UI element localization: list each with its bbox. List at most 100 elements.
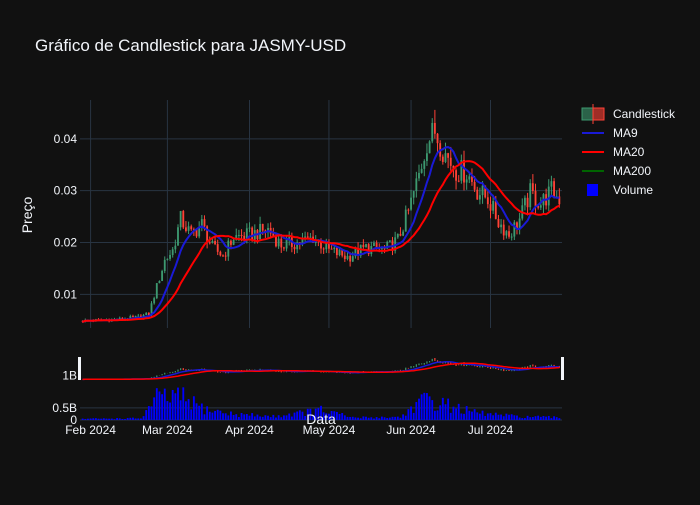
- candle-body[interactable]: [415, 178, 418, 192]
- candle-body[interactable]: [296, 242, 299, 250]
- candle-body[interactable]: [343, 255, 346, 259]
- candle-body[interactable]: [203, 219, 206, 227]
- candle-body[interactable]: [476, 189, 479, 200]
- range-handle-left[interactable]: [78, 357, 81, 380]
- candle-body[interactable]: [275, 236, 277, 247]
- candle-body[interactable]: [145, 312, 148, 316]
- candle-body[interactable]: [489, 204, 492, 211]
- candle-body[interactable]: [282, 247, 285, 249]
- candle-body[interactable]: [235, 235, 238, 240]
- candle-body[interactable]: [251, 227, 254, 240]
- candle-body[interactable]: [494, 201, 497, 219]
- candle-body[interactable]: [155, 283, 158, 299]
- candle-body[interactable]: [537, 206, 540, 208]
- candle-body[interactable]: [526, 197, 529, 208]
- candle-body[interactable]: [280, 238, 283, 248]
- candle-body[interactable]: [179, 210, 182, 228]
- candle-body[interactable]: [473, 181, 476, 190]
- candle-body[interactable]: [484, 185, 487, 198]
- candle-body[interactable]: [351, 256, 354, 262]
- candle-body[interactable]: [508, 231, 510, 237]
- candle-body[interactable]: [547, 186, 550, 206]
- legend-item-volume[interactable]: Volume: [587, 183, 653, 197]
- candle-body[interactable]: [463, 159, 465, 183]
- candle-body[interactable]: [444, 153, 447, 162]
- candle-body[interactable]: [306, 236, 309, 238]
- candle-body[interactable]: [147, 312, 150, 316]
- candle-body[interactable]: [412, 191, 415, 198]
- candle-body[interactable]: [457, 180, 460, 182]
- candle-body[interactable]: [230, 240, 232, 245]
- candle-body[interactable]: [449, 157, 452, 166]
- candle-body[interactable]: [534, 190, 537, 207]
- candle-body[interactable]: [375, 242, 378, 249]
- candle-body[interactable]: [232, 239, 235, 245]
- candle-body[interactable]: [333, 247, 336, 250]
- candle-body[interactable]: [150, 303, 153, 316]
- candle-body[interactable]: [222, 255, 224, 257]
- candle-body[interactable]: [153, 298, 156, 304]
- candle-body[interactable]: [380, 248, 383, 250]
- candle-body[interactable]: [301, 238, 304, 245]
- candle-body[interactable]: [211, 240, 214, 243]
- candle-body[interactable]: [460, 159, 463, 181]
- candle-body[interactable]: [497, 218, 500, 228]
- candle-body[interactable]: [177, 227, 179, 246]
- candle-body[interactable]: [465, 179, 468, 183]
- candle-body[interactable]: [137, 315, 140, 317]
- legend-item-ma20[interactable]: MA20: [582, 145, 645, 159]
- candle-body[interactable]: [373, 242, 375, 247]
- candle-body[interactable]: [309, 236, 312, 238]
- candle-body[interactable]: [216, 244, 219, 252]
- candle-body[interactable]: [206, 226, 209, 243]
- candle-body[interactable]: [455, 170, 457, 181]
- candle-body[interactable]: [500, 224, 503, 228]
- candle-body[interactable]: [486, 197, 489, 205]
- candle-body[interactable]: [502, 224, 505, 236]
- candle-body[interactable]: [386, 241, 389, 249]
- candle-body[interactable]: [426, 153, 428, 162]
- candle-body[interactable]: [132, 316, 134, 318]
- candle-body[interactable]: [529, 183, 532, 208]
- candle-body[interactable]: [420, 168, 423, 173]
- legend-item-candlestick[interactable]: Candlestick: [581, 104, 676, 124]
- candle-body[interactable]: [288, 237, 291, 240]
- candle-body[interactable]: [367, 244, 370, 254]
- candle-body[interactable]: [335, 247, 338, 256]
- candle-body[interactable]: [402, 231, 405, 236]
- candle-body[interactable]: [277, 238, 280, 247]
- candle-body[interactable]: [338, 249, 341, 256]
- candle-body[interactable]: [245, 228, 248, 239]
- candle-body[interactable]: [121, 317, 124, 320]
- candle-body[interactable]: [441, 156, 444, 162]
- candle-body[interactable]: [325, 242, 328, 250]
- candle-body[interactable]: [169, 254, 171, 259]
- candle-body[interactable]: [383, 248, 386, 250]
- candle-body[interactable]: [418, 172, 420, 179]
- candle-body[interactable]: [166, 258, 169, 260]
- candle-body[interactable]: [399, 233, 402, 236]
- candle-body[interactable]: [224, 255, 227, 257]
- candle-body[interactable]: [513, 222, 516, 237]
- candle-body[interactable]: [285, 239, 288, 249]
- candle-body[interactable]: [510, 236, 513, 238]
- main-plot-area[interactable]: [81, 109, 561, 323]
- candle-body[interactable]: [478, 195, 481, 200]
- candle-body[interactable]: [330, 248, 333, 250]
- candle-body[interactable]: [261, 223, 264, 231]
- candle-body[interactable]: [272, 233, 275, 237]
- candle-body[interactable]: [362, 244, 365, 247]
- candle-body[interactable]: [243, 235, 246, 239]
- candle-body[interactable]: [198, 226, 201, 237]
- candle-body[interactable]: [404, 209, 407, 232]
- candle-body[interactable]: [293, 246, 296, 250]
- candle-body[interactable]: [237, 235, 240, 237]
- candle-body[interactable]: [129, 316, 132, 320]
- candle-body[interactable]: [518, 218, 521, 229]
- range-slider[interactable]: [78, 353, 564, 384]
- candle-body[interactable]: [354, 248, 357, 257]
- candle-body[interactable]: [394, 237, 397, 251]
- candle-body[interactable]: [396, 233, 399, 238]
- candle-body[interactable]: [553, 181, 555, 198]
- candle-body[interactable]: [433, 122, 436, 134]
